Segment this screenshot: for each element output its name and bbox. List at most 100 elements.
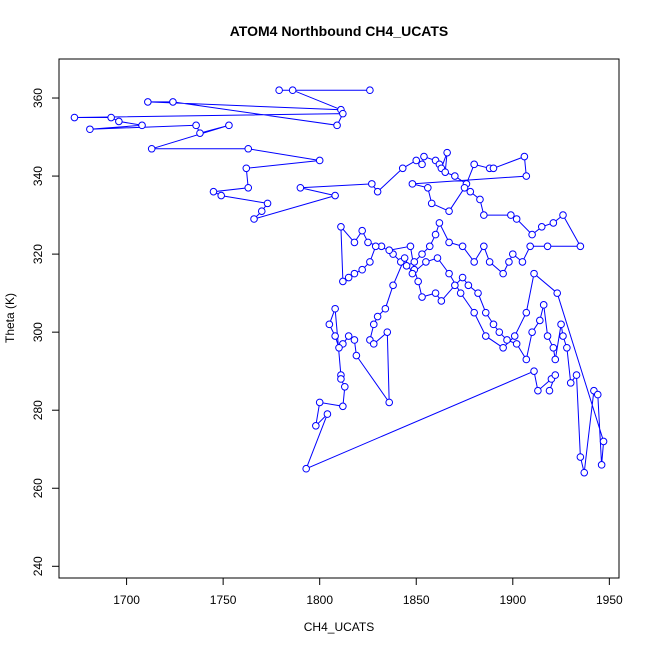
data-point	[410, 258, 419, 266]
data-point	[499, 269, 507, 278]
data-point	[480, 242, 488, 251]
data-point	[512, 215, 521, 223]
data-point	[512, 340, 521, 348]
data-point	[373, 187, 382, 196]
x-tick-label: 1750	[210, 593, 237, 607]
data-point	[364, 238, 372, 247]
data-point	[599, 437, 608, 446]
data-point	[381, 304, 390, 313]
chart-title: ATOM4 Northbound CH4_UCATS	[230, 23, 449, 39]
data-point	[559, 211, 567, 219]
data-point	[315, 398, 324, 407]
series-points	[70, 86, 608, 477]
data-point	[420, 152, 428, 161]
data-point	[464, 281, 473, 290]
y-axis: 240 260 280 300 320 340 360	[31, 88, 59, 576]
data-point	[418, 293, 426, 301]
plot-frame	[58, 58, 620, 579]
data-point	[369, 340, 378, 348]
data-point	[408, 269, 417, 278]
data-point	[275, 86, 283, 95]
data-point	[481, 308, 490, 317]
data-point	[412, 156, 421, 165]
data-point	[389, 281, 397, 290]
data-point	[593, 390, 602, 399]
data-point	[424, 183, 432, 192]
y-tick-label: 240	[31, 556, 45, 576]
data-point	[368, 180, 376, 188]
data-point	[366, 258, 374, 266]
data-point	[549, 343, 558, 352]
y-tick-label: 300	[31, 322, 45, 342]
data-point	[470, 160, 478, 169]
data-point	[340, 382, 349, 391]
data-point	[518, 258, 527, 266]
data-point	[138, 121, 146, 130]
data-point	[445, 269, 453, 278]
data-point	[427, 199, 436, 208]
data-point	[458, 242, 467, 251]
data-point	[576, 453, 585, 461]
data-point	[257, 207, 266, 215]
data-point	[418, 160, 426, 169]
data-point	[244, 183, 253, 192]
data-point	[333, 121, 341, 130]
data-point	[331, 332, 339, 340]
data-point	[339, 109, 347, 118]
data-point	[192, 121, 200, 130]
data-point	[408, 180, 417, 188]
data-point	[543, 242, 552, 251]
data-point	[435, 219, 444, 227]
data-point	[480, 211, 488, 219]
data-point	[339, 402, 347, 411]
data-point	[406, 242, 415, 251]
data-point	[441, 168, 450, 176]
data-point	[433, 254, 442, 262]
data-point	[337, 375, 345, 383]
data-point	[539, 301, 548, 309]
data-point	[563, 343, 571, 352]
data-point	[373, 312, 382, 321]
data-point	[312, 422, 320, 430]
data-point	[350, 238, 359, 247]
data-point	[495, 328, 504, 336]
x-axis-label: CH4_UCATS	[304, 620, 374, 634]
data-point	[481, 332, 490, 340]
data-point	[358, 226, 366, 235]
data-point	[543, 332, 552, 340]
data-point	[576, 242, 585, 251]
data-point	[344, 273, 353, 282]
data-point	[431, 230, 440, 239]
data-point	[225, 121, 233, 130]
data-point	[489, 320, 498, 329]
data-point	[358, 265, 366, 274]
data-point	[499, 343, 507, 352]
data-point	[507, 211, 515, 219]
data-point	[458, 273, 467, 282]
y-tick-label: 280	[31, 400, 45, 420]
data-point	[431, 289, 440, 297]
y-tick-label: 340	[31, 166, 45, 186]
data-point	[350, 336, 359, 344]
data-point	[456, 289, 465, 297]
data-point	[352, 351, 361, 360]
data-point	[443, 148, 451, 157]
data-point	[288, 86, 297, 95]
data-point	[522, 308, 531, 317]
data-point	[144, 98, 152, 106]
data-point	[323, 410, 332, 418]
data-point	[485, 258, 494, 266]
data-point	[242, 164, 251, 173]
x-tick-label: 1800	[306, 593, 333, 607]
y-axis-label: Theta (K)	[3, 293, 17, 343]
data-point	[528, 230, 536, 239]
data-point	[70, 113, 79, 122]
y-tick-label: 360	[31, 88, 45, 108]
x-tick-label: 1950	[596, 593, 623, 607]
data-point	[371, 242, 380, 251]
data-point	[505, 258, 513, 266]
data-point	[366, 86, 374, 95]
data-point	[86, 125, 94, 134]
data-point	[549, 219, 558, 227]
